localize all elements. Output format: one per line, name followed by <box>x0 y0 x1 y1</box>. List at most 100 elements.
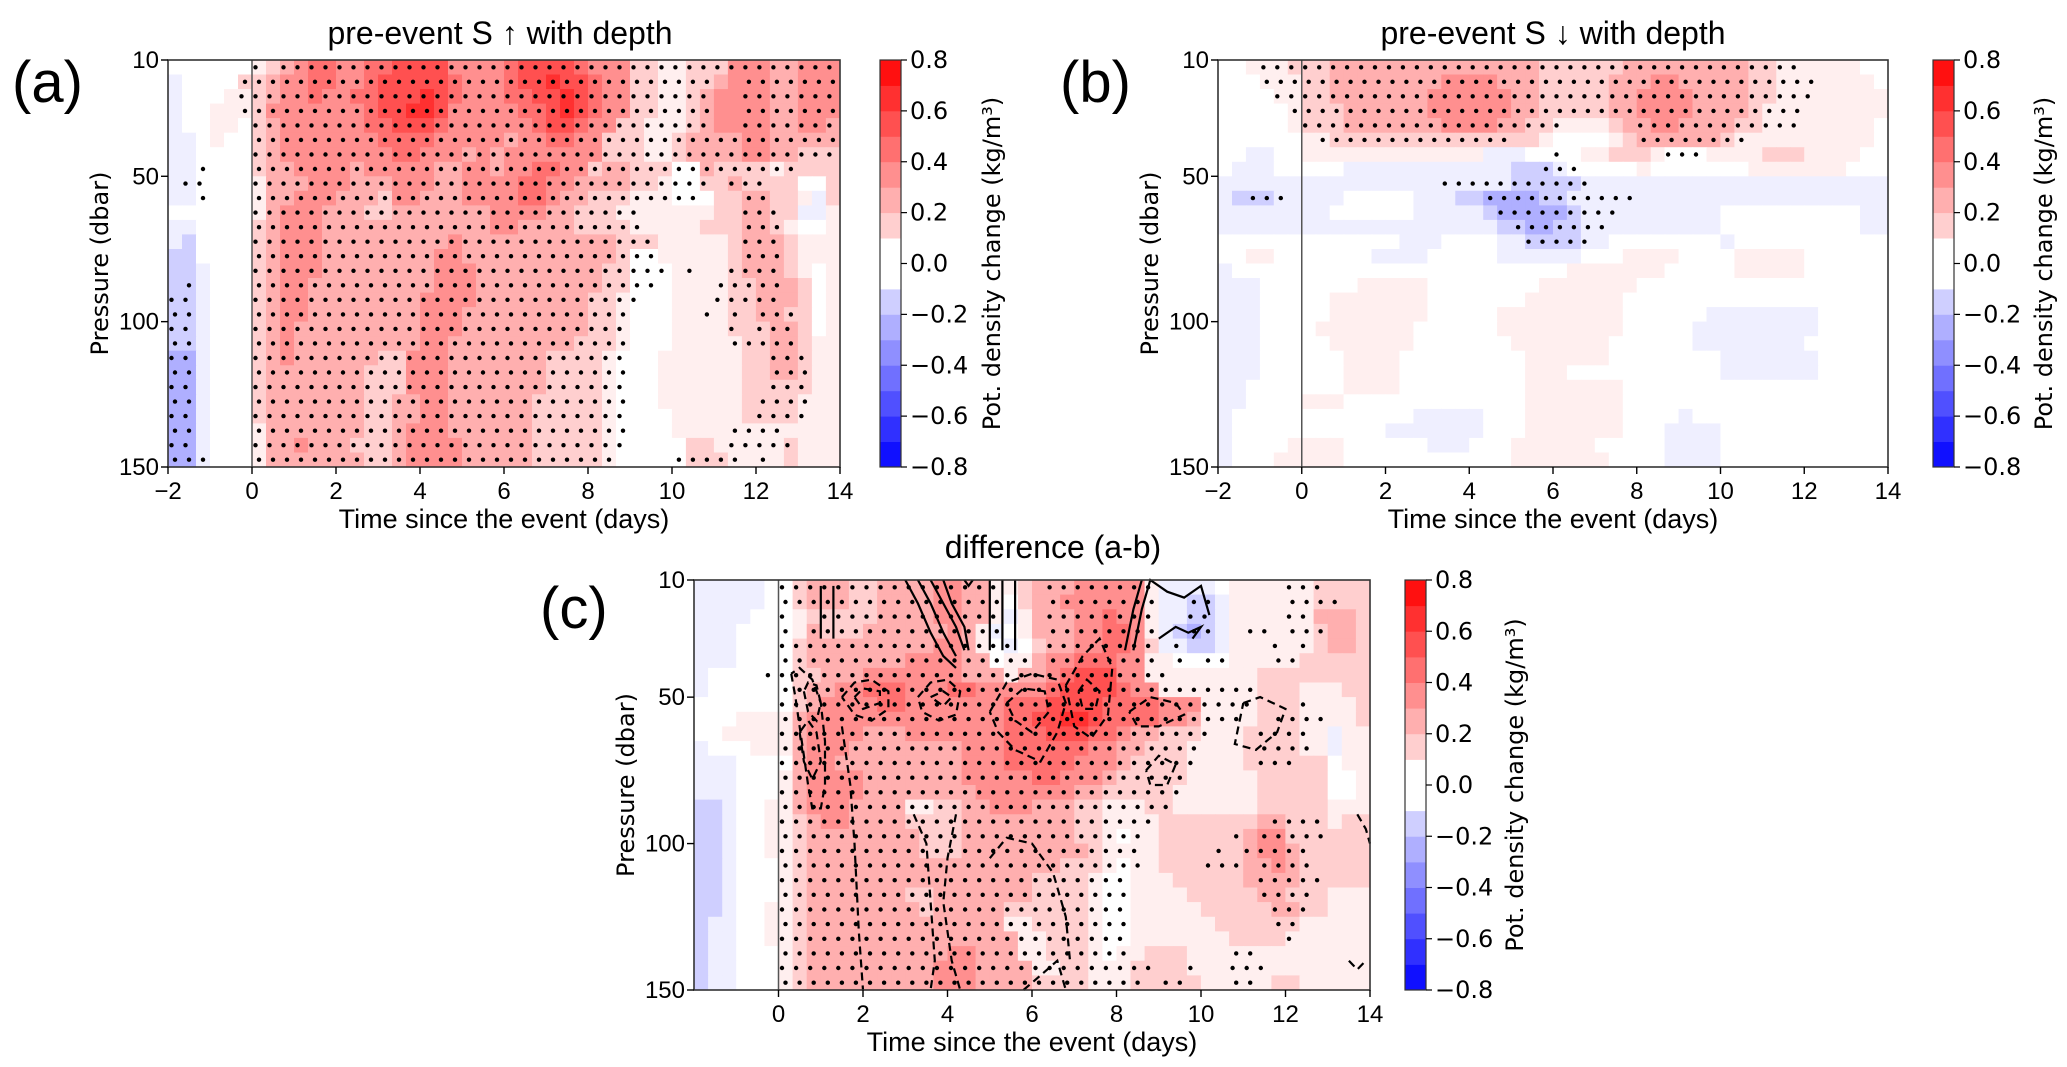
heatmap-cell <box>708 785 723 801</box>
stipple-dot <box>326 254 332 259</box>
heatmap-cell <box>727 394 743 410</box>
stipple-dot <box>186 399 192 404</box>
heatmap-cell <box>462 379 477 395</box>
heatmap-cell <box>1371 60 1387 76</box>
heatmap-cell <box>322 89 337 105</box>
heatmap-cell <box>848 638 864 654</box>
heatmap-cell <box>1790 263 1805 279</box>
heatmap-cell <box>722 711 737 727</box>
stipple-dot <box>1739 79 1744 85</box>
stipple-dot <box>1414 94 1420 99</box>
stipple-dot <box>662 166 668 172</box>
heatmap-cell <box>755 263 771 279</box>
stipple-dot <box>1763 94 1769 99</box>
heatmap-cell <box>182 234 197 250</box>
stipple-dot <box>410 399 416 404</box>
heatmap-cell <box>1539 205 1554 221</box>
heatmap-cell <box>196 205 211 221</box>
heatmap-cell <box>1273 60 1289 76</box>
heatmap-cell <box>811 437 827 453</box>
stipple-dot <box>407 210 412 215</box>
stipple-dot <box>1446 108 1451 114</box>
heatmap-cell <box>1271 755 1287 771</box>
heatmap-cell <box>420 89 435 105</box>
stipple-dot <box>1585 79 1591 85</box>
heatmap-cell <box>708 653 723 669</box>
stipple-dot <box>382 137 388 143</box>
stipple-dot <box>1641 137 1646 143</box>
heatmap-cell <box>658 350 673 366</box>
heatmap-cell <box>1232 74 1247 90</box>
heatmap-cell <box>1692 292 1708 308</box>
stipple-dot <box>603 65 608 70</box>
heatmap-cell <box>1285 799 1301 815</box>
heatmap-cell <box>1355 638 1371 654</box>
heatmap-cell <box>1200 609 1216 625</box>
stipple-dot <box>494 283 500 288</box>
heatmap-cell <box>1003 785 1019 801</box>
stipple-dot <box>645 65 650 70</box>
heatmap-cell <box>694 653 709 669</box>
heatmap-cell <box>1818 249 1833 265</box>
heatmap-cell <box>1259 118 1275 134</box>
stipple-dot <box>634 254 640 259</box>
heatmap-cell <box>1525 336 1540 352</box>
heatmap-cell <box>961 609 977 625</box>
heatmap-cell <box>797 234 813 250</box>
heatmap-cell <box>1343 190 1359 206</box>
heatmap-cell <box>1329 423 1345 439</box>
heatmap-cell <box>1608 161 1624 177</box>
heatmap-cell <box>1232 437 1247 453</box>
heatmap-cell <box>1017 594 1033 610</box>
heatmap-cell <box>1511 147 1526 163</box>
heatmap-cell <box>1385 205 1401 221</box>
stipple-dot <box>1488 195 1493 201</box>
heatmap-cell <box>1399 89 1414 105</box>
heatmap-cell <box>560 89 575 105</box>
heatmap-cell <box>764 653 780 669</box>
heatmap-cell <box>783 292 799 308</box>
stipple-dot <box>407 123 412 128</box>
heatmap-cell <box>1860 147 1875 163</box>
heatmap-cell <box>1832 118 1847 134</box>
heatmap-cell <box>210 249 225 265</box>
heatmap-cell <box>434 60 449 76</box>
stipple-dot <box>785 413 790 419</box>
stipple-dot <box>687 268 692 273</box>
heatmap-cell <box>1539 278 1554 294</box>
heatmap-cell <box>406 60 421 76</box>
heatmap-cell <box>1846 408 1861 424</box>
heatmap-cell <box>1215 755 1230 771</box>
heatmap-cell <box>783 350 799 366</box>
heatmap-cell <box>1427 408 1442 424</box>
heatmap-cell <box>1301 350 1317 366</box>
heatmap-cell <box>1287 350 1303 366</box>
heatmap-cell <box>1594 394 1610 410</box>
heatmap-cell <box>736 726 751 742</box>
heatmap-cell <box>1678 278 1694 294</box>
heatmap-cell <box>644 147 659 163</box>
stipple-dot <box>1543 166 1549 172</box>
heatmap-cell <box>1636 176 1652 192</box>
stipple-dot <box>1749 94 1755 99</box>
heatmap-cell <box>1441 350 1456 366</box>
heatmap-cell <box>1130 814 1146 830</box>
stipple-dot <box>463 326 468 332</box>
heatmap-cell <box>1483 336 1498 352</box>
heatmap-cell <box>1301 60 1317 76</box>
heatmap-cell <box>797 321 813 337</box>
heatmap-cell <box>1594 452 1610 468</box>
heatmap-cell <box>1525 118 1540 134</box>
stipple-dot <box>309 384 314 390</box>
heatmap-cell <box>1060 667 1075 684</box>
heatmap-cell <box>1273 263 1289 279</box>
stipple-dot <box>561 94 566 99</box>
heatmap-cell <box>1273 394 1289 410</box>
heatmap-cell <box>769 350 785 366</box>
heatmap-cell <box>420 147 435 163</box>
heatmap-cell <box>588 408 603 424</box>
heatmap-cell <box>420 437 435 453</box>
heatmap-cell <box>769 234 785 250</box>
heatmap-cell <box>1636 89 1652 105</box>
heatmap-cell <box>476 176 491 192</box>
